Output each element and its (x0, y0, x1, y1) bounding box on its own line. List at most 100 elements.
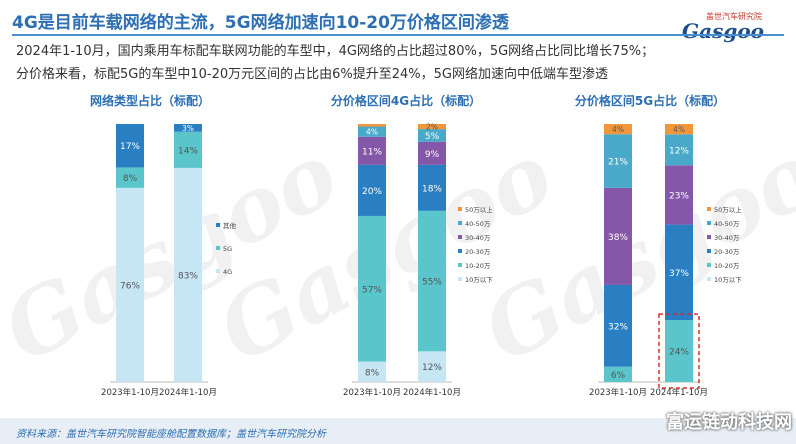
bar-segment (418, 141, 446, 165)
legend-swatch (707, 277, 711, 281)
data-label: 38% (608, 233, 628, 243)
legend-label: 4G (223, 268, 232, 276)
bar-segment (116, 187, 144, 382)
title-divider (12, 34, 784, 36)
legend-label: 5G (223, 245, 232, 253)
bar-segment (604, 284, 632, 367)
data-label: 17% (120, 142, 140, 152)
legend-swatch (707, 263, 711, 267)
data-label: 76% (120, 281, 140, 291)
bar-segment (418, 351, 446, 382)
bar-segment (418, 124, 446, 130)
data-label: 24% (669, 348, 689, 358)
footer-bar (0, 418, 796, 444)
data-label: 20% (362, 187, 382, 197)
chart-1: 网络类型占比（标配） 76% 8% 17% 2023年1-10月 83% 14% 3% 2024… (90, 93, 237, 398)
bar-segment (665, 320, 693, 382)
legend-label: 10万以下 (714, 276, 742, 284)
chart-title: 分价格区间4G占比（标配） (331, 93, 481, 108)
bar-segment (604, 124, 632, 135)
data-label: 32% (608, 322, 628, 332)
legend-label: 40-50万 (465, 220, 491, 228)
legend-label: 10-20万 (714, 262, 740, 270)
bar-segment (665, 134, 693, 166)
gasgoo-logo: 盖世汽车研究院 Gasgoo (682, 6, 780, 43)
chart-3: 分价格区间5G占比（标配） 6% 32% 38% 21% 4% 2023年1-10月 24% 3… (575, 93, 742, 398)
data-label: 18% (422, 184, 442, 194)
legend-swatch (458, 221, 462, 225)
legend-swatch (707, 221, 711, 225)
data-label: 6% (611, 371, 626, 381)
bar-segment (174, 131, 202, 168)
legend-swatch (458, 235, 462, 239)
data-label: 4% (612, 125, 624, 134)
bar-segment (358, 164, 386, 216)
legend-label: 10-20万 (465, 262, 491, 270)
legend-label: 10万以下 (465, 276, 493, 284)
legend-swatch (216, 269, 220, 273)
legend-swatch (458, 207, 462, 211)
legend-swatch (707, 249, 711, 253)
legend-label: 其他 (223, 221, 237, 230)
bar-segment (358, 126, 386, 137)
bar-segment (174, 167, 202, 382)
summary-line-1: 2024年1-10月，国内乘用车标配车联网功能的车型中，4G网络的占比超过80%… (16, 44, 655, 59)
category-label: 2023年1-10月 (343, 387, 401, 398)
legend-swatch (458, 263, 462, 267)
bar-segment (358, 361, 386, 382)
legend-swatch (216, 246, 220, 250)
legend-label: 20-30万 (714, 248, 740, 256)
legend-label: 20-30万 (465, 248, 491, 256)
category-label: 2024年1-10月 (650, 387, 708, 398)
bar-segment (418, 210, 446, 352)
data-label: 21% (608, 158, 628, 168)
corner-watermark: 富运链动科技网 (666, 412, 792, 433)
logo-chinese-text: 盖世汽车研究院 (706, 12, 762, 21)
logo-english-text: Gasgoo (682, 19, 764, 43)
data-label: 14% (178, 146, 198, 156)
data-label: 4% (366, 128, 378, 137)
legend-swatch (707, 235, 711, 239)
bar-segment (174, 124, 202, 132)
chart-title: 网络类型占比（标配） (90, 93, 210, 108)
legend-label: 30-40万 (465, 234, 491, 242)
bar-segment (358, 124, 386, 127)
legend-label: 40-50万 (714, 220, 740, 228)
bar-segment (604, 187, 632, 285)
category-label: 2023年1-10月 (101, 387, 159, 398)
bar-segment (604, 366, 632, 382)
data-label: 37% (669, 269, 689, 279)
data-label: 3% (182, 124, 194, 133)
bar-segment (358, 215, 386, 362)
legend-label: 30-40万 (714, 234, 740, 242)
data-label: 57% (362, 285, 382, 295)
chart-2: 分价格区间4G占比（标配） 8% 57% 20% 11% 4% 2023年1-10月 12% 5… (331, 93, 493, 398)
data-label: 8% (365, 368, 380, 378)
legend-swatch (458, 277, 462, 281)
legend-swatch (458, 249, 462, 253)
bar-segment (116, 124, 144, 168)
category-label: 2024年1-10月 (159, 387, 217, 398)
data-label: 11% (362, 147, 382, 157)
data-label: 8% (123, 174, 138, 184)
legend-swatch (707, 207, 711, 211)
legend-label: 50万以上 (465, 205, 493, 214)
bar-segment (665, 224, 693, 321)
legend-label: 50万以上 (714, 205, 742, 214)
bar-segment (358, 136, 386, 165)
data-label: 2% (426, 123, 438, 132)
chart-title: 分价格区间5G占比（标配） (575, 93, 725, 108)
data-label: 4% (673, 125, 685, 134)
summary-text: 2024年1-10月，国内乘用车标配车联网功能的车型中，4G网络的占比超过80%… (16, 40, 654, 86)
bar-segment (418, 129, 446, 142)
data-label: 12% (669, 146, 689, 156)
legend-swatch (216, 223, 220, 227)
highlight-box (658, 313, 700, 389)
bar-segment (116, 167, 144, 188)
summary-line-2: 分价格来看，标配5G的车型中10-20万元区间的占比由6%提升至24%，5G网络… (16, 67, 608, 82)
data-label: 83% (178, 271, 198, 281)
bar-segment (665, 124, 693, 135)
bar-segment (665, 165, 693, 225)
